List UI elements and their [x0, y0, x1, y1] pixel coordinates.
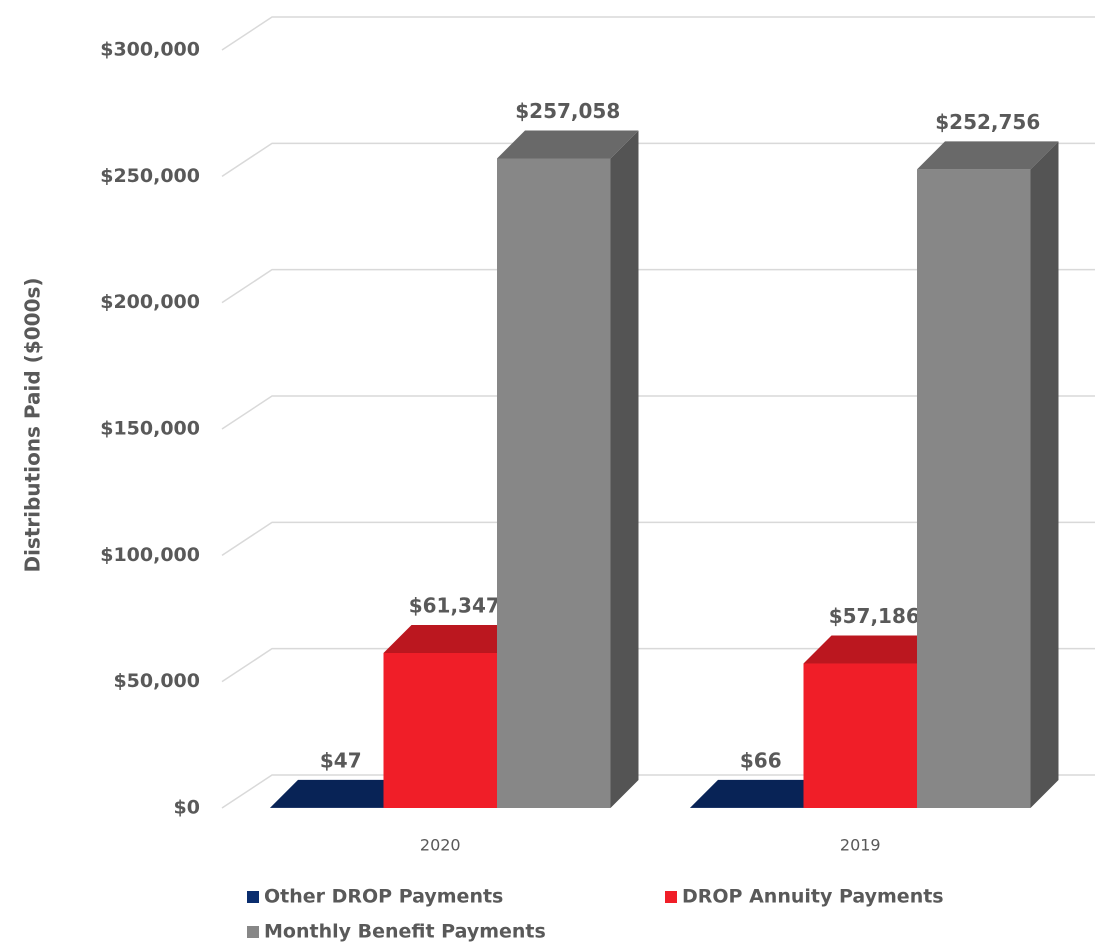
bar-top — [383, 624, 525, 653]
bar-front — [803, 663, 917, 808]
legend-swatch — [247, 891, 259, 903]
y-tick-label: $250,000 — [100, 165, 200, 187]
value-label: $61,347 — [409, 593, 500, 617]
x-tick-label: 2020 — [420, 836, 461, 855]
bar-front — [383, 652, 497, 808]
y-tick-label: $200,000 — [100, 291, 200, 313]
legend-swatch — [247, 926, 259, 938]
bar — [497, 130, 639, 808]
value-label: $257,058 — [515, 99, 620, 123]
legend-label: DROP Annuity Payments — [682, 886, 944, 908]
bar-top — [917, 141, 1059, 170]
bar — [917, 141, 1059, 808]
y-tick-label: $150,000 — [100, 418, 200, 440]
bar-front — [497, 158, 611, 808]
y-tick-label: $50,000 — [113, 670, 200, 692]
value-label: $66 — [740, 748, 782, 772]
y-tick-label: $0 — [174, 797, 200, 819]
bar-top — [690, 779, 832, 808]
legend-swatch — [665, 891, 677, 903]
bar-side — [1030, 141, 1059, 808]
y-axis-title: Distributions Paid ($000s) — [21, 277, 45, 572]
legend-label: Other DROP Payments — [264, 886, 503, 908]
y-tick-label: $300,000 — [100, 39, 200, 61]
value-label: $57,186 — [829, 604, 920, 628]
legend-label: Monthly Benefit Payments — [264, 921, 546, 943]
grid-line — [221, 16, 1095, 51]
bar-front — [917, 169, 1031, 808]
value-label: $252,756 — [935, 110, 1040, 134]
value-label: $47 — [320, 748, 362, 772]
bar-top — [803, 635, 945, 664]
grid-line — [221, 521, 1095, 556]
bar — [803, 635, 945, 808]
x-tick-label: 2019 — [840, 836, 881, 855]
grid-line — [221, 395, 1095, 430]
bar-top — [270, 779, 412, 808]
bar-side — [610, 130, 639, 808]
grid-line — [221, 268, 1095, 304]
bar-top — [497, 130, 639, 159]
y-tick-label: $100,000 — [100, 544, 200, 566]
grid-line — [221, 142, 1095, 177]
